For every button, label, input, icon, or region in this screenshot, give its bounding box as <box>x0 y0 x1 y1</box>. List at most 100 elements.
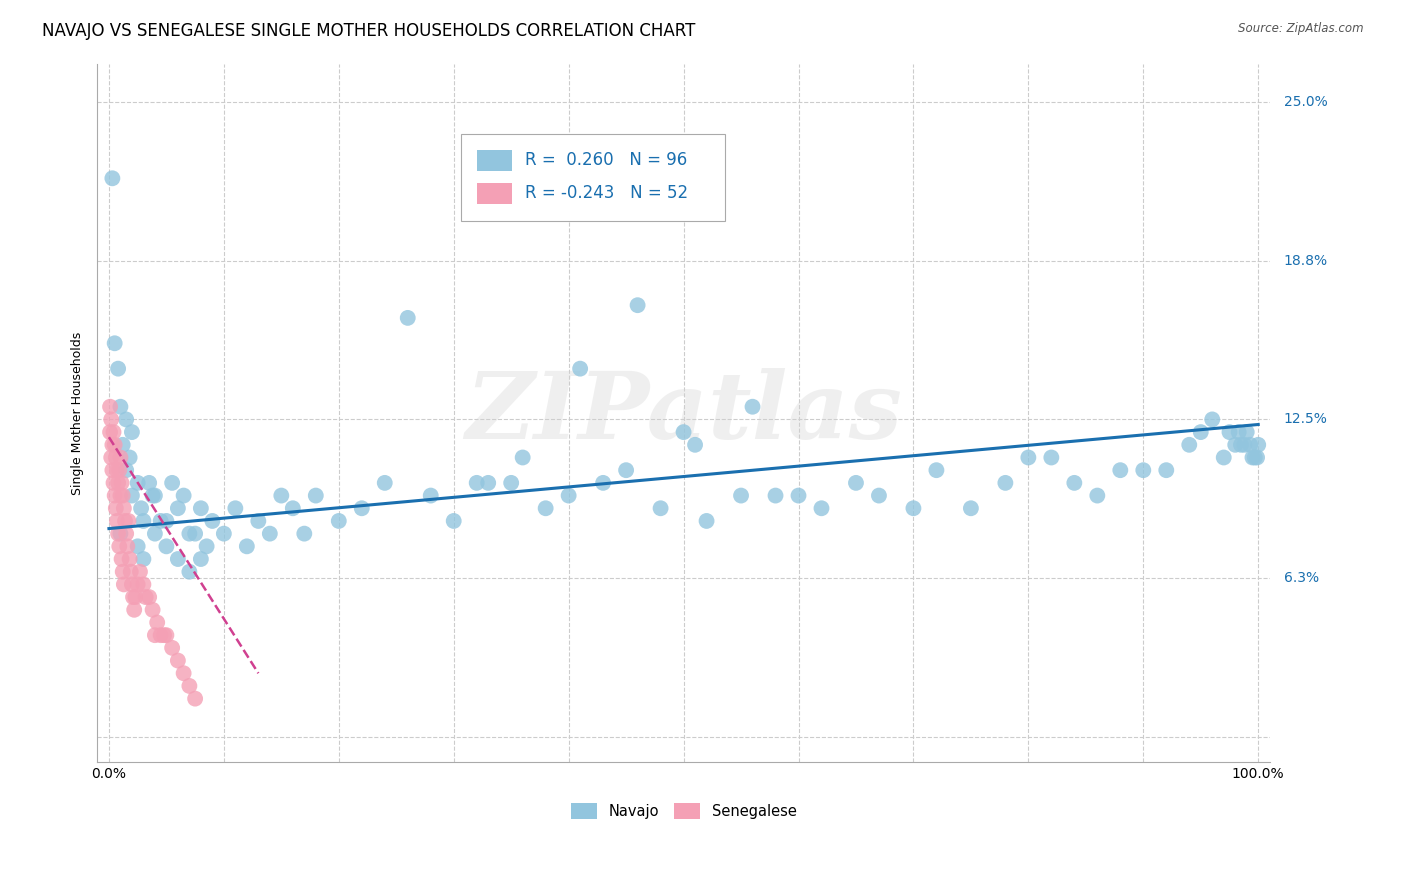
Point <box>142 603 165 617</box>
Point <box>108 539 131 553</box>
Point <box>173 666 195 681</box>
Text: 25.0%: 25.0% <box>1284 95 1327 109</box>
Point <box>98 400 121 414</box>
Point <box>155 628 177 642</box>
Point <box>1017 450 1039 465</box>
Point <box>111 438 134 452</box>
Point <box>1109 463 1132 477</box>
Point <box>129 501 152 516</box>
Point <box>118 450 141 465</box>
Point <box>1225 438 1247 452</box>
FancyBboxPatch shape <box>477 150 512 171</box>
Point <box>142 489 165 503</box>
Point <box>1246 450 1268 465</box>
Point <box>138 475 160 490</box>
Point <box>107 475 129 490</box>
Point <box>1218 425 1240 439</box>
Point <box>132 514 155 528</box>
Point <box>845 475 868 490</box>
Point <box>179 679 201 693</box>
Point <box>104 438 127 452</box>
Point <box>110 552 132 566</box>
Point <box>173 489 195 503</box>
Point <box>100 412 122 426</box>
Point <box>153 628 176 642</box>
Point <box>350 501 373 516</box>
Point <box>696 514 718 528</box>
Point <box>117 539 139 553</box>
Text: R = -0.243   N = 52: R = -0.243 N = 52 <box>526 184 689 202</box>
Point <box>129 565 152 579</box>
Point <box>132 577 155 591</box>
Point <box>122 603 145 617</box>
Point <box>569 361 592 376</box>
Point <box>107 361 129 376</box>
Point <box>1230 438 1253 452</box>
Point <box>730 489 752 503</box>
Y-axis label: Single Mother Households: Single Mother Households <box>72 332 84 495</box>
Point <box>167 501 190 516</box>
Point <box>614 463 637 477</box>
Point <box>672 425 695 439</box>
Point <box>925 463 948 477</box>
Point <box>650 501 672 516</box>
Point <box>101 438 124 452</box>
Point <box>683 438 706 452</box>
Point <box>118 552 141 566</box>
Point <box>236 539 259 553</box>
Point <box>110 400 132 414</box>
Text: 12.5%: 12.5% <box>1284 412 1327 426</box>
Point <box>117 514 139 528</box>
Text: ZIPatlas: ZIPatlas <box>465 368 903 458</box>
Point <box>465 475 488 490</box>
Point <box>810 501 832 516</box>
Point <box>110 450 132 465</box>
Point <box>100 450 122 465</box>
Point <box>184 691 207 706</box>
Point <box>374 475 396 490</box>
FancyBboxPatch shape <box>477 183 512 203</box>
Point <box>1236 425 1258 439</box>
Point <box>107 526 129 541</box>
Point <box>114 514 136 528</box>
Point <box>1040 450 1063 465</box>
Point <box>557 489 579 503</box>
Point <box>1247 438 1270 452</box>
Point <box>143 489 166 503</box>
Point <box>112 577 135 591</box>
Point <box>868 489 890 503</box>
Text: R =  0.260   N = 96: R = 0.260 N = 96 <box>526 152 688 169</box>
Point <box>592 475 614 490</box>
Point <box>787 489 810 503</box>
FancyBboxPatch shape <box>461 134 724 221</box>
Point <box>1212 450 1234 465</box>
Point <box>960 501 983 516</box>
Point <box>112 501 135 516</box>
Point <box>292 526 315 541</box>
Point <box>1233 438 1256 452</box>
Point <box>138 590 160 604</box>
Point <box>994 475 1017 490</box>
Text: 6.3%: 6.3% <box>1284 571 1319 585</box>
Point <box>179 565 201 579</box>
Point <box>110 526 132 541</box>
Point <box>167 654 190 668</box>
Point <box>179 526 201 541</box>
Point <box>212 526 235 541</box>
Point <box>1201 412 1223 426</box>
Point <box>396 310 419 325</box>
Point <box>111 565 134 579</box>
Text: Source: ZipAtlas.com: Source: ZipAtlas.com <box>1239 22 1364 36</box>
Point <box>101 171 124 186</box>
Point <box>104 489 127 503</box>
Point <box>127 475 149 490</box>
Point <box>104 450 127 465</box>
Point <box>1085 489 1108 503</box>
Point <box>1063 475 1085 490</box>
Point <box>328 514 350 528</box>
Point <box>104 501 127 516</box>
Point <box>1178 438 1201 452</box>
Point <box>281 501 304 516</box>
Point <box>512 450 534 465</box>
Point <box>247 514 270 528</box>
